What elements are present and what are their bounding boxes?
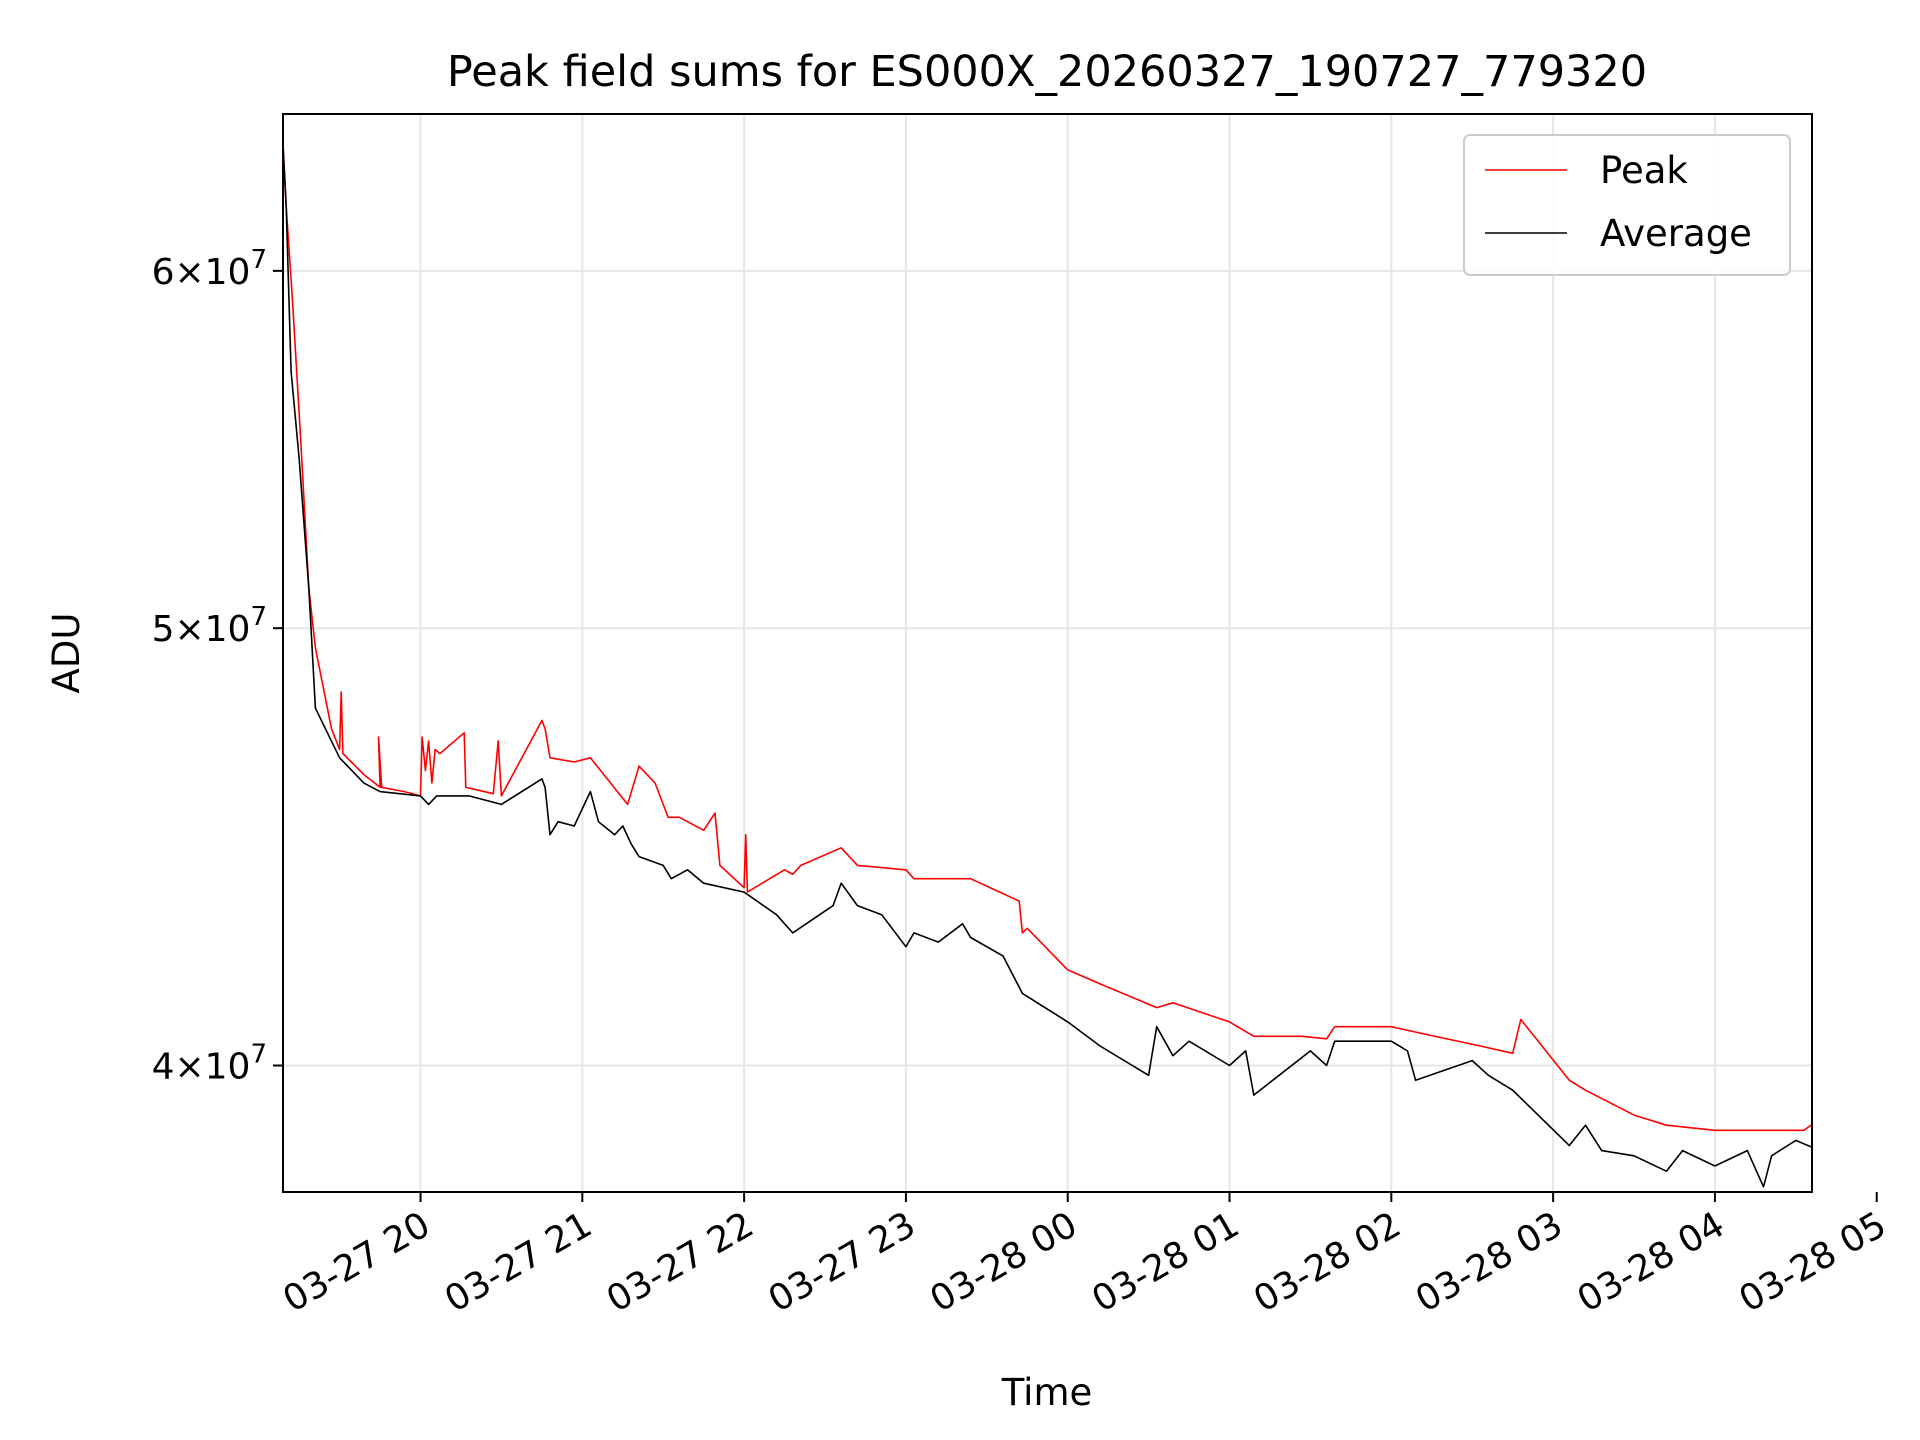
y-axis: 4×107 5×107 6×107 (152, 245, 283, 1088)
x-axis: 03-27 20 03-27 21 03-27 22 03-27 23 03-28 00… (276, 1192, 1893, 1321)
legend-average-label: Average (1600, 212, 1752, 255)
x-tick-label: 03-28 01 (1085, 1204, 1246, 1320)
series-layer (283, 144, 1812, 1188)
x-tick-label: 03-28 04 (1571, 1204, 1732, 1320)
x-tick-label: 03-28 02 (1247, 1204, 1408, 1320)
plot-frame (282, 113, 1813, 1193)
chart-title: Peak field sums for ES000X_20260327_1907… (447, 47, 1647, 97)
legend: Peak Average (1463, 134, 1791, 276)
y-tick-label: 5×107 (152, 602, 267, 650)
x-tick-label: 03-28 00 (924, 1204, 1085, 1320)
x-tick-label: 03-28 05 (1733, 1204, 1894, 1320)
x-axis-label: Time (1001, 1371, 1093, 1414)
legend-peak-label: Peak (1600, 149, 1688, 192)
x-tick-label: 03-27 21 (438, 1204, 599, 1320)
y-tick-label: 4×107 (152, 1040, 267, 1088)
x-tick-label: 03-28 03 (1409, 1204, 1570, 1320)
series-line-average (283, 144, 1812, 1188)
y-tick-label: 6×107 (152, 245, 267, 293)
y-axis-label: ADU (45, 613, 88, 694)
x-tick-label: 03-27 22 (600, 1204, 761, 1320)
x-tick-label: 03-27 20 (276, 1204, 437, 1320)
x-tick-label: 03-27 23 (762, 1204, 923, 1320)
series-line-peak (283, 144, 1812, 1132)
